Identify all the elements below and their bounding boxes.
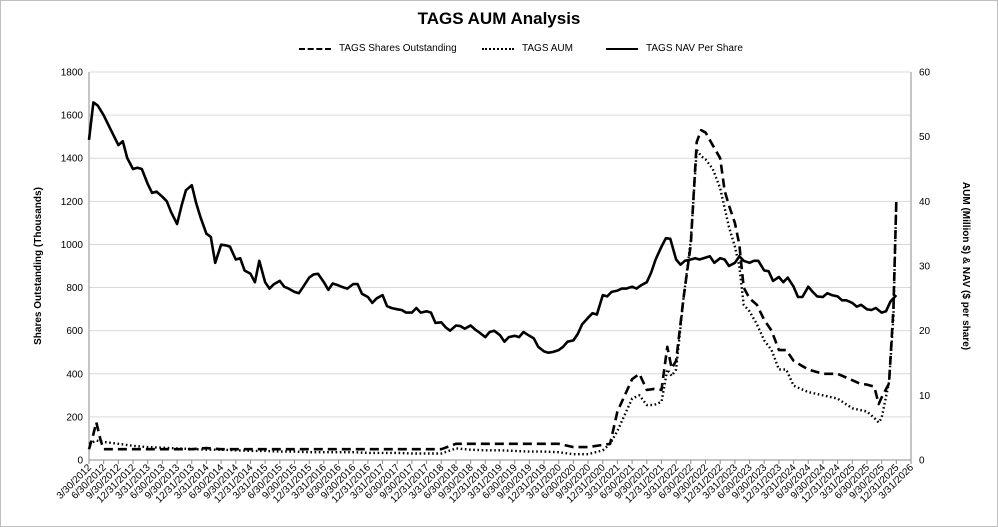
legend-swatch-solid (606, 47, 638, 50)
y-left-tick-label: 1400 (61, 154, 84, 165)
y-right-tick-label: 0 (919, 456, 925, 467)
y-left-tick-label: 1800 (61, 68, 84, 79)
y-left-tick-label: 0 (77, 456, 83, 467)
legend-swatch-dotted (482, 47, 514, 50)
legend-label-nav: TAGS NAV Per Share (646, 43, 743, 54)
series-line-dashed (87, 128, 898, 451)
series-line-solid (87, 101, 898, 354)
legend-swatch-dashed (299, 47, 331, 50)
y-left-tick-label: 1200 (61, 197, 84, 208)
y-right-axis-title: AUM (Million $) & NAV ($ per share) (960, 182, 971, 350)
y-left-tick-label: 600 (66, 326, 83, 337)
legend-item-shares: TAGS Shares Outstanding (299, 43, 457, 54)
y-left-tick-label: 400 (66, 369, 83, 380)
y-right-tick-label: 50 (919, 132, 931, 143)
y-left-tick-label: 800 (66, 283, 83, 294)
y-left-axis-title: Shares Outstanding (Thousands) (33, 187, 44, 345)
y-right-tick-label: 30 (919, 262, 931, 273)
y-right-tick-label: 40 (919, 197, 931, 208)
legend-label-shares: TAGS Shares Outstanding (339, 43, 457, 54)
y-right-tick-label: 60 (919, 68, 931, 79)
series-line-dotted (88, 148, 898, 456)
legend-item-nav: TAGS NAV Per Share (606, 43, 743, 54)
y-left-tick-label: 1000 (61, 240, 84, 251)
y-right-tick-label: 10 (919, 391, 931, 402)
y-left-tick-label: 200 (66, 412, 83, 423)
y-right-tick-label: 20 (919, 326, 931, 337)
y-left-tick-label: 1600 (61, 111, 84, 122)
chart-title: TAGS AUM Analysis (417, 9, 581, 28)
legend-label-aum: TAGS AUM (522, 43, 573, 54)
legend-item-aum: TAGS AUM (482, 43, 573, 54)
